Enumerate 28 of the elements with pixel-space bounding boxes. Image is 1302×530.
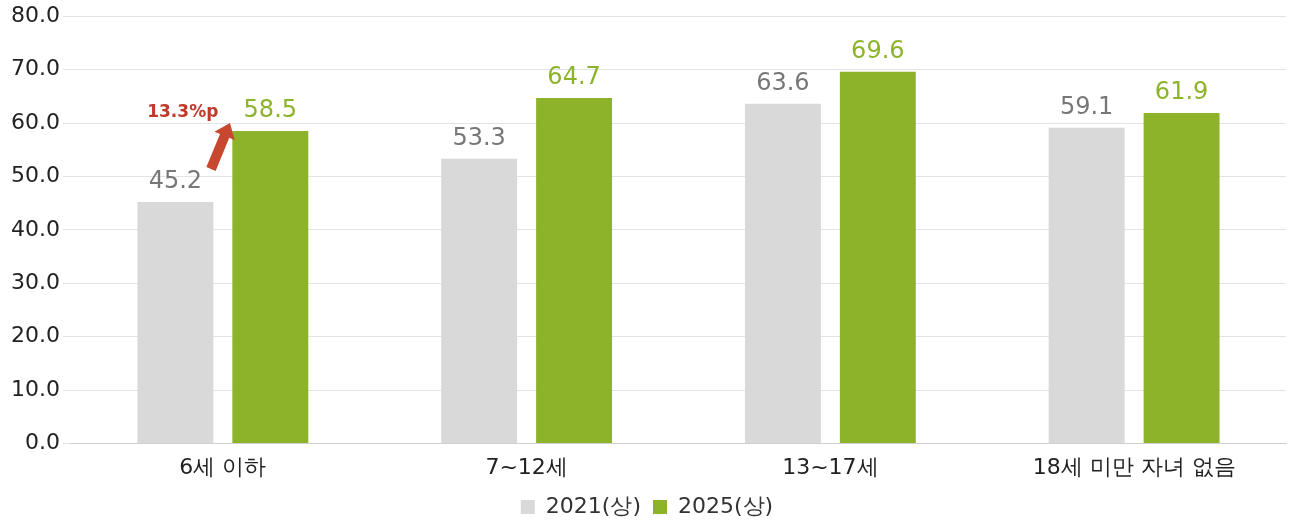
x-tick-label: 6세 이하 bbox=[179, 453, 267, 479]
x-tick-label: 18세 미만 자녀 없음 bbox=[1032, 453, 1236, 479]
y-tick-label: 0.0 bbox=[24, 429, 60, 455]
bar bbox=[839, 71, 916, 444]
data-label: 61.9 bbox=[1154, 77, 1209, 106]
annotation: 13.3%p bbox=[147, 101, 219, 122]
legend-label: 2025(상) bbox=[678, 492, 774, 518]
y-tick-label: 10.0 bbox=[11, 375, 60, 401]
data-label: 58.5 bbox=[243, 95, 298, 124]
data-label: 45.2 bbox=[148, 166, 203, 195]
data-label: 53.3 bbox=[452, 123, 506, 152]
bar bbox=[536, 97, 613, 444]
y-tick-label: 80.0 bbox=[11, 1, 60, 27]
y-tick-label: 30.0 bbox=[11, 269, 60, 295]
x-tick-label: 13~17세 bbox=[782, 453, 879, 479]
y-tick-label: 20.0 bbox=[11, 322, 60, 348]
data-label: 63.6 bbox=[756, 68, 810, 97]
legend-label: 2021(상) bbox=[545, 492, 641, 518]
data-label: 59.1 bbox=[1059, 92, 1114, 121]
bar bbox=[1143, 112, 1220, 444]
y-tick-label: 70.0 bbox=[11, 55, 60, 81]
y-tick-label: 60.0 bbox=[11, 108, 60, 134]
y-tick-label: 40.0 bbox=[11, 215, 60, 241]
y-tick-label: 50.0 bbox=[11, 162, 60, 188]
data-label: 64.7 bbox=[547, 62, 601, 91]
data-label: 69.6 bbox=[851, 36, 905, 64]
bar bbox=[232, 131, 309, 444]
x-tick-label: 7~12세 bbox=[485, 453, 568, 479]
